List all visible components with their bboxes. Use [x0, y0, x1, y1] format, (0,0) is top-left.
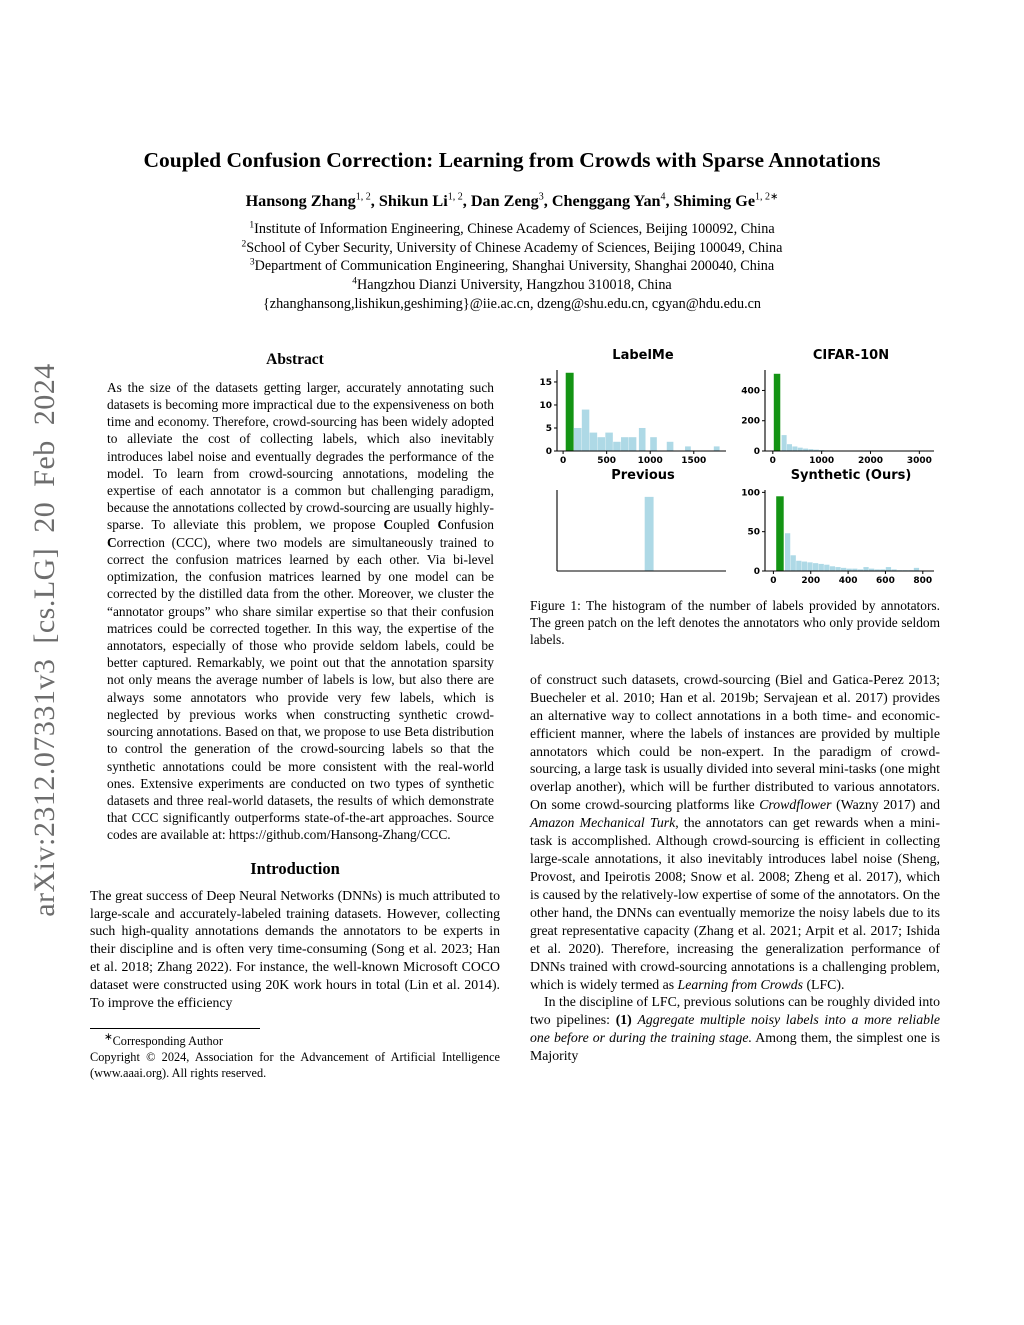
- chart-labelme-title: LabelMe: [612, 347, 674, 363]
- footnote-corresponding-author: ∗Corresponding Author: [104, 1032, 223, 1049]
- arxiv-watermark: arXiv:2312.07331v3 [cs.LG] 20 Feb 2024: [28, 363, 61, 917]
- svg-text:400: 400: [839, 576, 858, 585]
- svg-text:10: 10: [539, 401, 552, 411]
- svg-text:200: 200: [801, 576, 820, 585]
- svg-text:15: 15: [539, 378, 552, 388]
- svg-text:0: 0: [754, 567, 760, 577]
- footnote-rule: [90, 1028, 260, 1030]
- chart-cifar10n: CIFAR-10N 0 200 400 0 1000 2000 3000: [738, 347, 940, 465]
- svg-text:400: 400: [741, 386, 760, 396]
- chart-cifar10n-title: CIFAR-10N: [812, 347, 890, 363]
- left-column: Abstract As the size of the datasets get…: [90, 349, 500, 1082]
- affiliation-line-4: 4Hangzhou Dianzi University, Hangzhou 31…: [352, 276, 672, 293]
- svg-text:0: 0: [546, 447, 552, 457]
- chart-previous-plot: [556, 489, 726, 572]
- svg-text:0: 0: [770, 456, 776, 465]
- figure1: LabelMe 0 5 10 15 0 500 1000 1500 CIFAR-10N 0 20…: [530, 347, 940, 649]
- chart-previous: Previous: [530, 467, 732, 585]
- affiliation-line-3: 3Department of Communication Engineering…: [249, 257, 775, 275]
- chart-synthetic-title: Synthetic (Ours): [790, 467, 912, 483]
- abstract-text: As the size of the datasets getting larg…: [107, 379, 494, 843]
- body-paragraph-1: of construct such datasets, crowd-sourci…: [530, 671, 941, 992]
- footnote-copyright: Copyright © 2024, Association for the Ad…: [90, 1049, 500, 1080]
- svg-text:50: 50: [747, 527, 760, 537]
- chart-cifar10n-plot: 0 200 400 0 1000 2000 3000: [741, 369, 934, 465]
- abstract-heading: Abstract: [266, 350, 324, 368]
- svg-text:0: 0: [560, 456, 566, 465]
- svg-text:100: 100: [741, 488, 760, 498]
- chart-synthetic-plot: 0 50 100 0 200 400 600 800: [741, 488, 934, 585]
- paper-header: Coupled Confusion Correction: Learning f…: [0, 0, 1024, 313]
- paper-title: Coupled Confusion Correction: Learning f…: [143, 148, 881, 172]
- svg-text:0: 0: [770, 576, 776, 585]
- right-column: LabelMe 0 5 10 15 0 500 1000 1500 CIFAR-10N 0 20…: [530, 347, 941, 1082]
- affiliation-line-1: 1Institute of Information Engineering, C…: [249, 220, 775, 237]
- chart-labelme-plot: 0 5 10 15 0 500 1000 1500: [539, 369, 726, 465]
- affiliation-line-2: 2School of Cyber Security, University of…: [241, 238, 783, 256]
- chart-labelme: LabelMe 0 5 10 15 0 500 1000 1500: [530, 347, 732, 465]
- svg-text:0: 0: [754, 447, 760, 457]
- figure1-caption: Figure 1: The histogram of the number of…: [530, 597, 940, 648]
- introduction-paragraph: The great success of Deep Neural Network…: [90, 887, 500, 1011]
- emails-line: {zhanghansong,lishikun,geshiming}@iie.ac…: [262, 295, 762, 312]
- footnote-block: ∗Corresponding Author Copyright © 2024, …: [90, 1028, 500, 1081]
- svg-text:200: 200: [741, 416, 760, 426]
- svg-text:500: 500: [597, 456, 616, 465]
- chart-previous-title: Previous: [611, 467, 675, 483]
- body-paragraph-2: In the discipline of LFC, previous solut…: [530, 994, 940, 1064]
- svg-text:1500: 1500: [681, 456, 706, 465]
- svg-text:2000: 2000: [858, 456, 883, 465]
- svg-text:3000: 3000: [907, 456, 932, 465]
- chart-synthetic: Synthetic (Ours) 0 50 100 0 200 400 600 800: [738, 467, 940, 585]
- svg-text:1000: 1000: [809, 456, 834, 465]
- authors-line: Hansong Zhang1, 2, Shikun Li1, 2, Dan Ze…: [245, 191, 779, 210]
- two-column-body: Abstract As the size of the datasets get…: [90, 347, 941, 1082]
- svg-text:5: 5: [546, 424, 552, 434]
- svg-text:800: 800: [913, 576, 932, 585]
- introduction-heading: Introduction: [250, 858, 340, 878]
- svg-text:600: 600: [876, 576, 895, 585]
- svg-text:1000: 1000: [638, 456, 663, 465]
- figure1-charts-grid: LabelMe 0 5 10 15 0 500 1000 1500 CIFAR-10N 0 20…: [530, 347, 940, 585]
